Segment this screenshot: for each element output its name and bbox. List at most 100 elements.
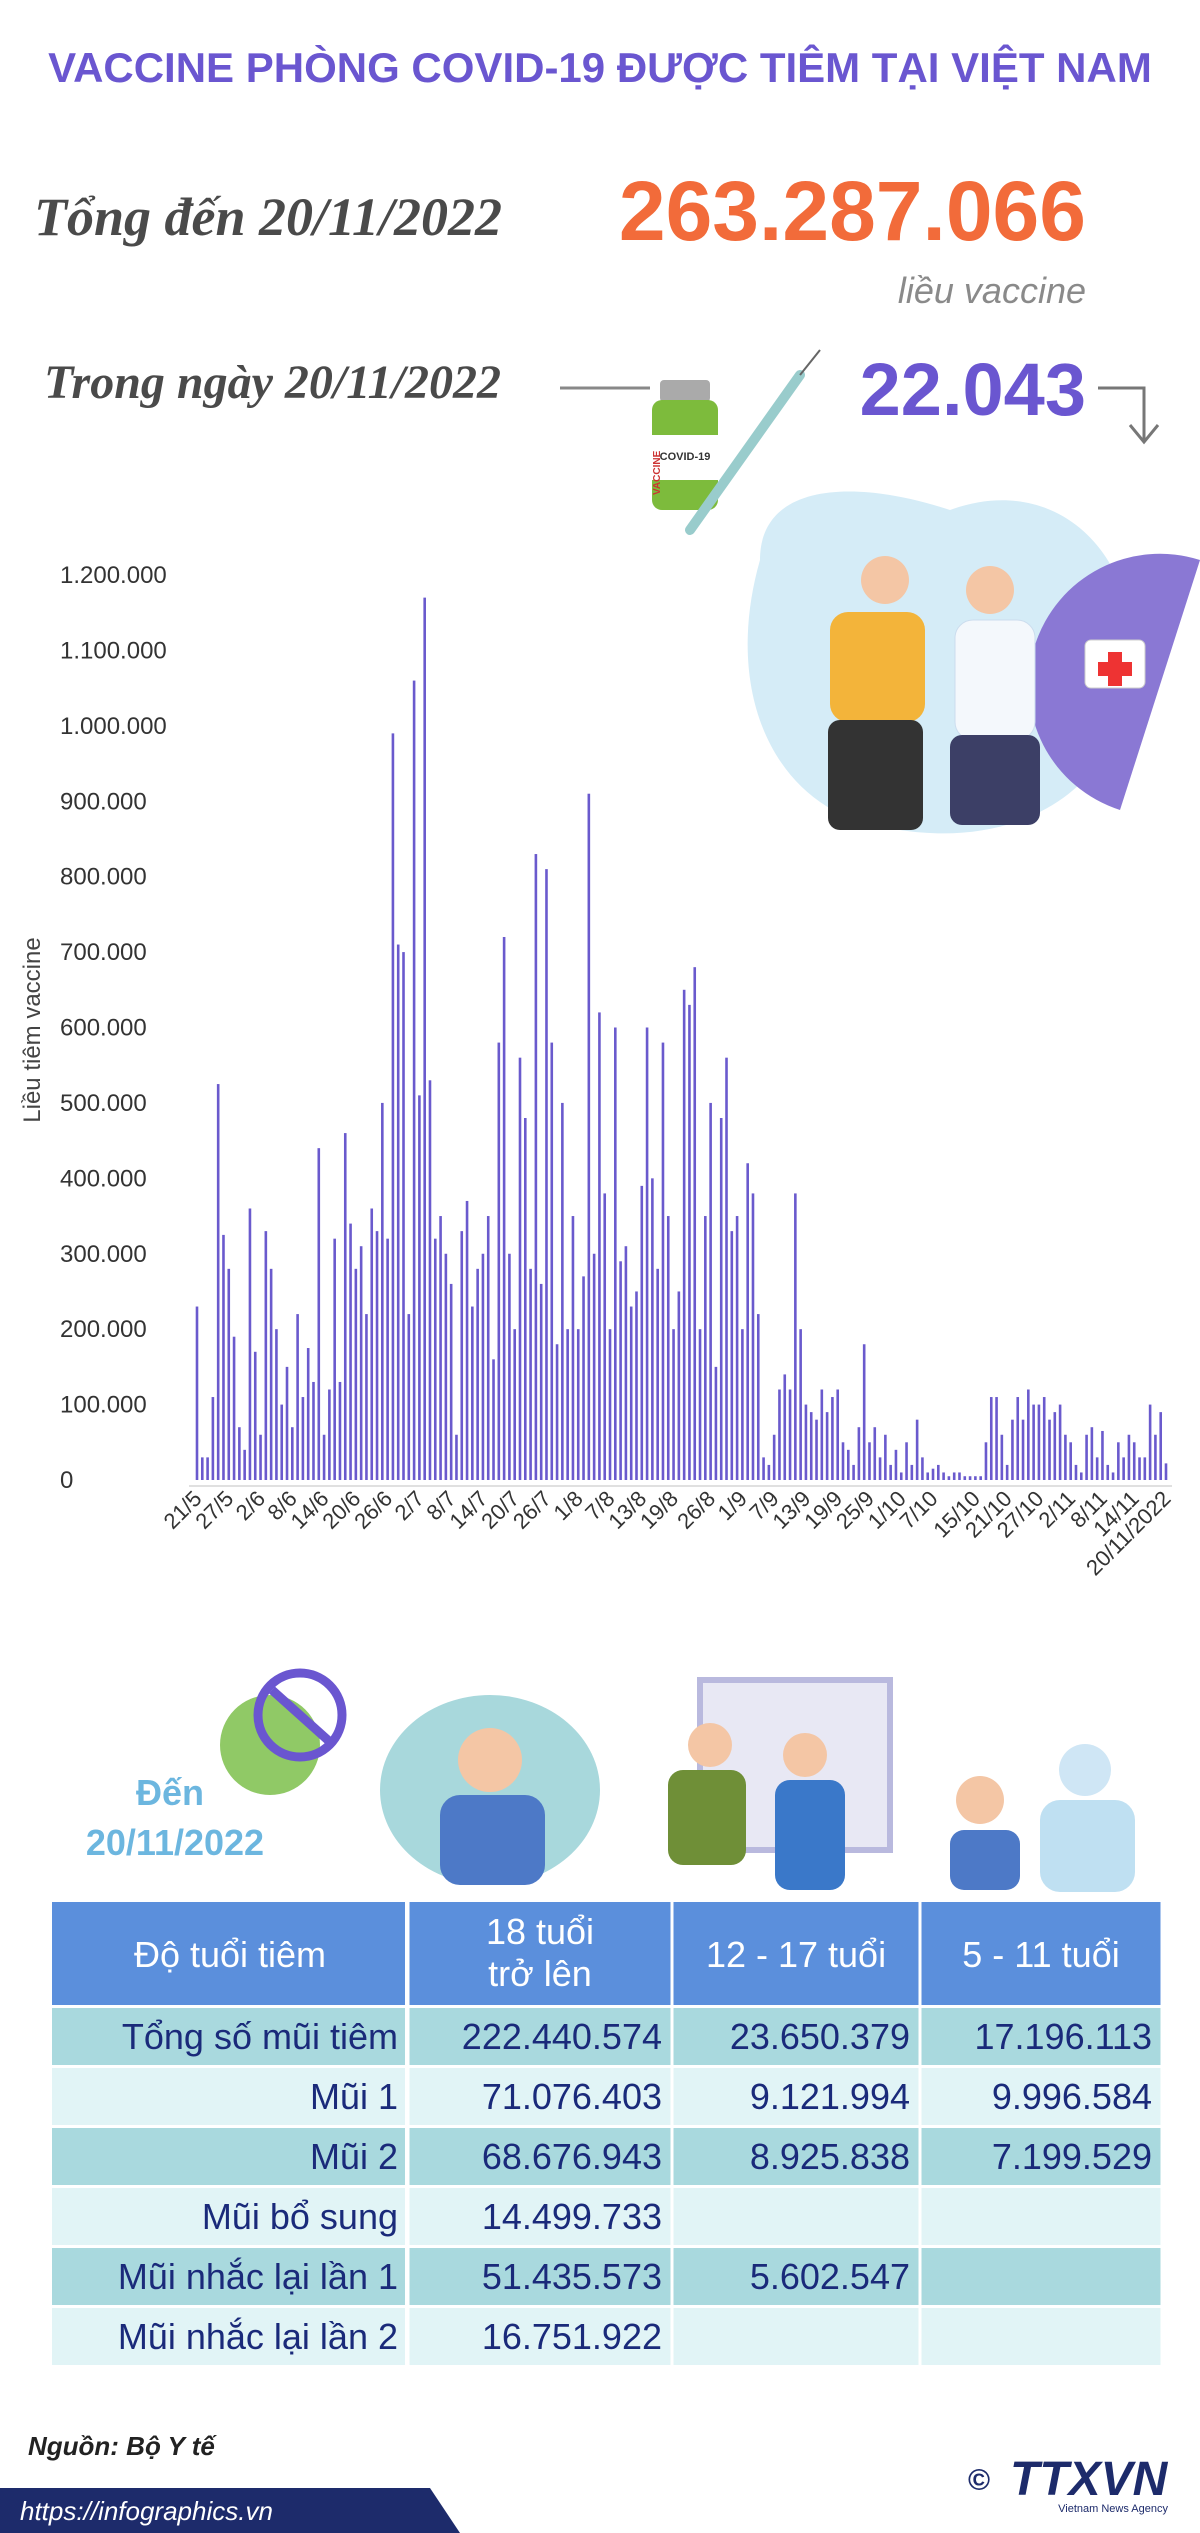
table-cell bbox=[409, 2248, 671, 2305]
bar bbox=[1000, 1434, 1004, 1480]
bar bbox=[1090, 1427, 1094, 1480]
bar bbox=[492, 1359, 495, 1480]
bar bbox=[836, 1389, 840, 1480]
bar bbox=[846, 1449, 850, 1480]
bar bbox=[1042, 1397, 1046, 1480]
table-cell bbox=[921, 2308, 1161, 2365]
bar bbox=[963, 1476, 967, 1480]
bar bbox=[794, 1193, 797, 1480]
table-cell bbox=[673, 2128, 919, 2185]
nurse2-dress bbox=[775, 1780, 845, 1890]
bar bbox=[381, 1102, 384, 1480]
row-label: Mũi 2 bbox=[310, 2136, 398, 2177]
bar bbox=[624, 1246, 628, 1480]
bar bbox=[958, 1472, 961, 1480]
bar bbox=[433, 1238, 437, 1480]
table-cell bbox=[921, 2188, 1161, 2245]
bar bbox=[1005, 1464, 1009, 1480]
table-cell bbox=[673, 2188, 919, 2245]
bar bbox=[1138, 1457, 1141, 1480]
bar bbox=[571, 1216, 575, 1480]
bar bbox=[788, 1389, 792, 1480]
y-tick-label: 900.000 bbox=[60, 788, 147, 815]
bar bbox=[206, 1457, 209, 1480]
bar bbox=[195, 1306, 199, 1480]
bar bbox=[370, 1208, 374, 1480]
bar bbox=[698, 1329, 702, 1480]
bar bbox=[386, 1238, 389, 1480]
table-cell bbox=[409, 2308, 671, 2365]
bar bbox=[423, 597, 426, 1480]
bar bbox=[1117, 1442, 1120, 1480]
bar bbox=[476, 1268, 479, 1480]
table-cell bbox=[921, 2068, 1161, 2125]
bar bbox=[619, 1261, 622, 1480]
no-sign-bar bbox=[268, 1686, 334, 1746]
y-tick-label: 800.000 bbox=[60, 864, 147, 891]
x-tick-label: 19/8 bbox=[635, 1486, 683, 1534]
cell-value: 71.076.403 bbox=[482, 2076, 662, 2117]
bar bbox=[322, 1434, 326, 1480]
y-tick-label: 500.000 bbox=[60, 1090, 147, 1117]
first-aid-cross bbox=[1098, 652, 1132, 686]
down-arrow bbox=[1098, 386, 1160, 445]
bar bbox=[979, 1476, 982, 1480]
row-label: Mũi 1 bbox=[310, 2076, 398, 2117]
bar bbox=[306, 1348, 310, 1480]
url: https://infographics.vn bbox=[20, 2496, 273, 2526]
bar bbox=[587, 793, 591, 1480]
bar bbox=[481, 1253, 485, 1480]
bar bbox=[751, 1193, 755, 1480]
bar bbox=[725, 1057, 728, 1480]
bar bbox=[1122, 1457, 1125, 1480]
bar bbox=[937, 1464, 940, 1480]
bar bbox=[714, 1366, 718, 1480]
bar bbox=[1127, 1434, 1131, 1480]
bar bbox=[947, 1476, 951, 1480]
bar bbox=[693, 967, 697, 1480]
bar bbox=[1079, 1472, 1083, 1480]
bar bbox=[375, 1231, 379, 1480]
cell-value: 14.499.733 bbox=[482, 2196, 662, 2237]
date-line-2: 20/11/2022 bbox=[86, 1822, 264, 1863]
bar bbox=[682, 989, 686, 1480]
cell-value: 68.676.943 bbox=[482, 2136, 662, 2177]
cell-value: 8.925.838 bbox=[750, 2136, 910, 2177]
bar bbox=[523, 1118, 527, 1480]
bar bbox=[407, 1314, 411, 1480]
bar bbox=[852, 1464, 855, 1480]
table-cell bbox=[52, 2188, 405, 2245]
vial-label: COVID-19 bbox=[660, 451, 711, 463]
bar bbox=[1011, 1419, 1014, 1480]
bar bbox=[640, 1185, 644, 1480]
total-unit: liều vaccine bbox=[898, 270, 1086, 311]
bar bbox=[259, 1434, 262, 1480]
bar bbox=[1021, 1419, 1025, 1480]
bar bbox=[772, 1434, 776, 1480]
bar bbox=[756, 1314, 760, 1480]
bar bbox=[704, 1216, 707, 1480]
bar bbox=[1106, 1464, 1110, 1480]
bar bbox=[926, 1472, 930, 1480]
bar bbox=[216, 1084, 220, 1480]
bar bbox=[719, 1118, 723, 1480]
table-cell bbox=[409, 2008, 671, 2065]
header-text: Độ tuổi tiêm bbox=[134, 1934, 326, 1975]
bar bbox=[486, 1216, 490, 1480]
y-tick-label: 200.000 bbox=[60, 1316, 147, 1343]
bar bbox=[767, 1464, 771, 1480]
y-tick-label: 600.000 bbox=[60, 1015, 147, 1042]
bar bbox=[232, 1336, 236, 1480]
bar bbox=[275, 1329, 278, 1480]
bar bbox=[1164, 1463, 1168, 1480]
bar bbox=[513, 1329, 517, 1480]
bar bbox=[878, 1457, 882, 1480]
bar bbox=[418, 1095, 421, 1480]
bar bbox=[1037, 1404, 1041, 1480]
bar bbox=[497, 1042, 501, 1480]
bar bbox=[1058, 1404, 1062, 1480]
bar bbox=[942, 1472, 945, 1480]
bar bbox=[301, 1397, 305, 1480]
table-cell bbox=[921, 2008, 1161, 2065]
bar bbox=[1143, 1457, 1147, 1480]
